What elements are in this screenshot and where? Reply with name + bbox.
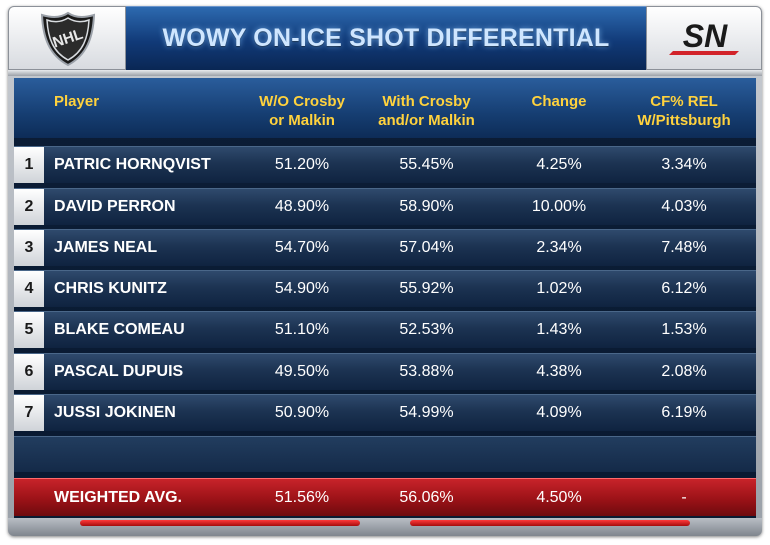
rank-badge: 6 <box>14 354 44 390</box>
table-row: 3 JAMES NEAL 54.70% 57.04% 2.34% 7.48% <box>14 229 756 266</box>
without-value: 51.20% <box>274 156 330 173</box>
without-value: 50.90% <box>274 404 330 421</box>
change-value: 1.43% <box>536 321 582 338</box>
without-value: 48.90% <box>274 198 330 215</box>
with-value: 53.88% <box>399 363 454 380</box>
with-value: 54.99% <box>399 404 454 421</box>
average-with-value: 56.06% <box>399 488 454 506</box>
cf-rel-value: 7.48% <box>661 239 707 256</box>
with-value: 55.45% <box>399 156 454 173</box>
nhl-logo-box: NHL <box>8 6 126 70</box>
player-name: PASCAL DUPUIS <box>54 363 184 380</box>
player-name: JUSSI JOKINEN <box>54 404 176 421</box>
column-header-without: W/O Crosby or Malkin <box>259 93 345 129</box>
change-value: 4.25% <box>536 156 582 173</box>
sn-logo-icon: SN <box>669 18 739 55</box>
bottom-accent-left <box>80 520 360 526</box>
rank-badge: 4 <box>14 271 44 307</box>
cf-rel-value: 3.34% <box>661 156 707 173</box>
average-without-value: 51.56% <box>274 488 330 506</box>
bottom-accent-right <box>410 520 690 526</box>
cf-rel-value: 4.03% <box>661 198 707 215</box>
column-header-row: Player W/O Crosby or Malkin With Crosby … <box>14 78 756 138</box>
rank-badge: 3 <box>14 230 44 266</box>
without-value: 54.90% <box>274 280 330 297</box>
rank-badge: 2 <box>14 189 44 225</box>
table-row: 5 BLAKE COMEAU 51.10% 52.53% 1.43% 1.53% <box>14 311 756 348</box>
with-value: 55.92% <box>399 280 454 297</box>
header: NHL WOWY ON-ICE SHOT DIFFERENTIAL SN <box>8 6 762 70</box>
rank-badge: 7 <box>14 395 44 431</box>
page-title: WOWY ON-ICE SHOT DIFFERENTIAL <box>162 24 610 52</box>
rank-badge: 5 <box>14 312 44 348</box>
cf-rel-value: 6.12% <box>661 280 707 297</box>
rank-badge: 1 <box>14 147 44 183</box>
weighted-average-row: WEIGHTED AVG. 51.56% 56.06% 4.50% - <box>14 478 756 516</box>
table-row: 6 PASCAL DUPUIS 49.50% 53.88% 4.38% 2.08… <box>14 353 756 390</box>
without-value: 54.70% <box>274 239 330 256</box>
stats-table: Player W/O Crosby or Malkin With Crosby … <box>14 78 756 518</box>
cf-rel-value: 6.19% <box>661 404 707 421</box>
without-value: 49.50% <box>274 363 330 380</box>
change-value: 2.34% <box>536 239 582 256</box>
average-cf-rel-value: - <box>681 488 687 506</box>
cf-rel-value: 2.08% <box>661 363 707 380</box>
with-value: 58.90% <box>399 198 454 215</box>
change-value: 1.02% <box>536 280 582 297</box>
player-name: CHRIS KUNITZ <box>54 280 167 297</box>
average-change-value: 4.50% <box>536 488 582 506</box>
column-header-with: With Crosby and/or Malkin <box>378 93 475 129</box>
nhl-shield-icon: NHL <box>40 11 96 67</box>
change-value: 4.38% <box>536 363 582 380</box>
sn-logo-text: SN <box>683 18 728 54</box>
player-name: JAMES NEAL <box>54 239 158 256</box>
player-name: PATRIC HORNQVIST <box>54 156 211 173</box>
spacer-row <box>14 436 756 472</box>
cf-rel-value: 1.53% <box>661 321 707 338</box>
change-value: 10.00% <box>531 198 587 215</box>
without-value: 51.10% <box>274 321 330 338</box>
change-value: 4.09% <box>536 404 582 421</box>
table-row: 2 DAVID PERRON 48.90% 58.90% 10.00% 4.03… <box>14 188 756 225</box>
average-label: WEIGHTED AVG. <box>54 488 182 506</box>
column-header-cf-rel: CF% REL W/Pittsburgh <box>637 93 731 129</box>
table-row: 4 CHRIS KUNITZ 54.90% 55.92% 1.02% 6.12% <box>14 270 756 307</box>
title-bar: WOWY ON-ICE SHOT DIFFERENTIAL <box>126 6 646 70</box>
table-row: 1 PATRIC HORNQVIST 51.20% 55.45% 4.25% 3… <box>14 146 756 183</box>
player-name: BLAKE COMEAU <box>54 321 185 338</box>
table-row: 7 JUSSI JOKINEN 50.90% 54.99% 4.09% 6.19… <box>14 394 756 431</box>
with-value: 52.53% <box>399 321 454 338</box>
column-header-player: Player <box>54 93 100 110</box>
sn-logo-box: SN <box>646 6 762 70</box>
player-name: DAVID PERRON <box>54 198 176 215</box>
with-value: 57.04% <box>399 239 454 256</box>
header-divider <box>8 70 762 76</box>
column-header-change: Change <box>531 93 587 110</box>
